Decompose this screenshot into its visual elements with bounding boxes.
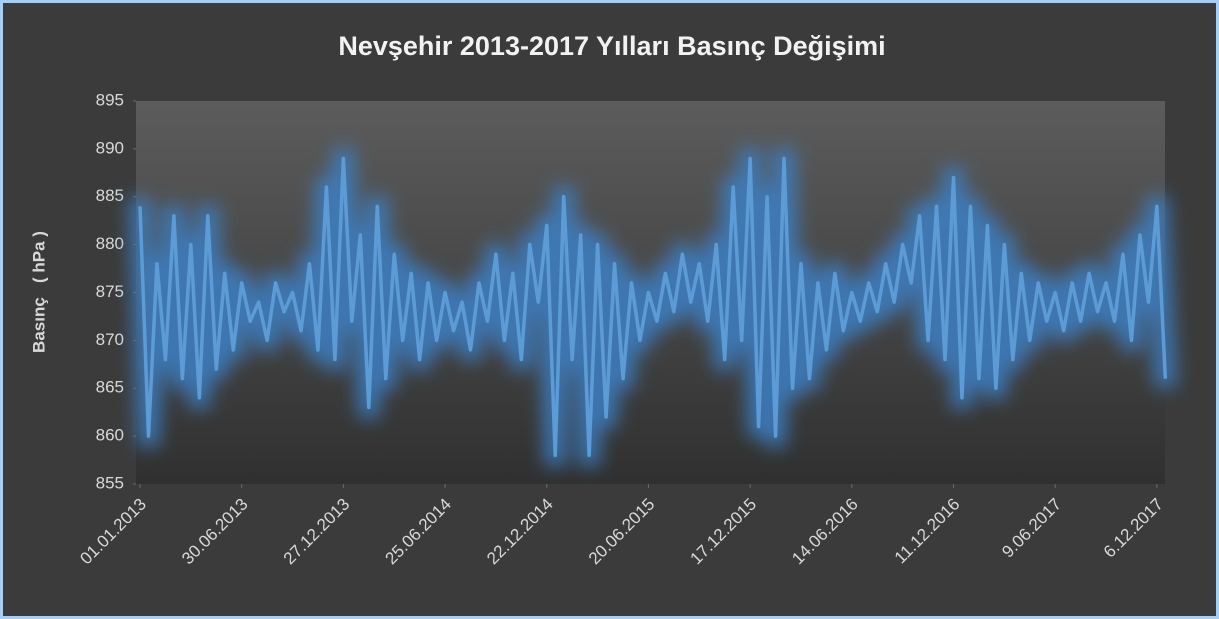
chart-title: Nevşehir 2013-2017 Yılları Basınç Değişi…	[338, 31, 885, 61]
y-tick-label: 855	[96, 473, 124, 492]
y-tick-label: 875	[96, 282, 124, 301]
y-tick-label: 890	[96, 138, 124, 157]
y-axis-label: Basınç ( hPa )	[29, 231, 48, 353]
y-tick-label: 870	[96, 330, 124, 349]
y-tick-label: 880	[96, 234, 124, 253]
y-tick-label: 865	[96, 378, 124, 397]
y-tick-label: 860	[96, 426, 124, 445]
plot-area	[136, 101, 1165, 484]
y-tick-label: 895	[96, 90, 124, 109]
line-series	[138, 156, 1168, 458]
y-tick-label: 885	[96, 186, 124, 205]
